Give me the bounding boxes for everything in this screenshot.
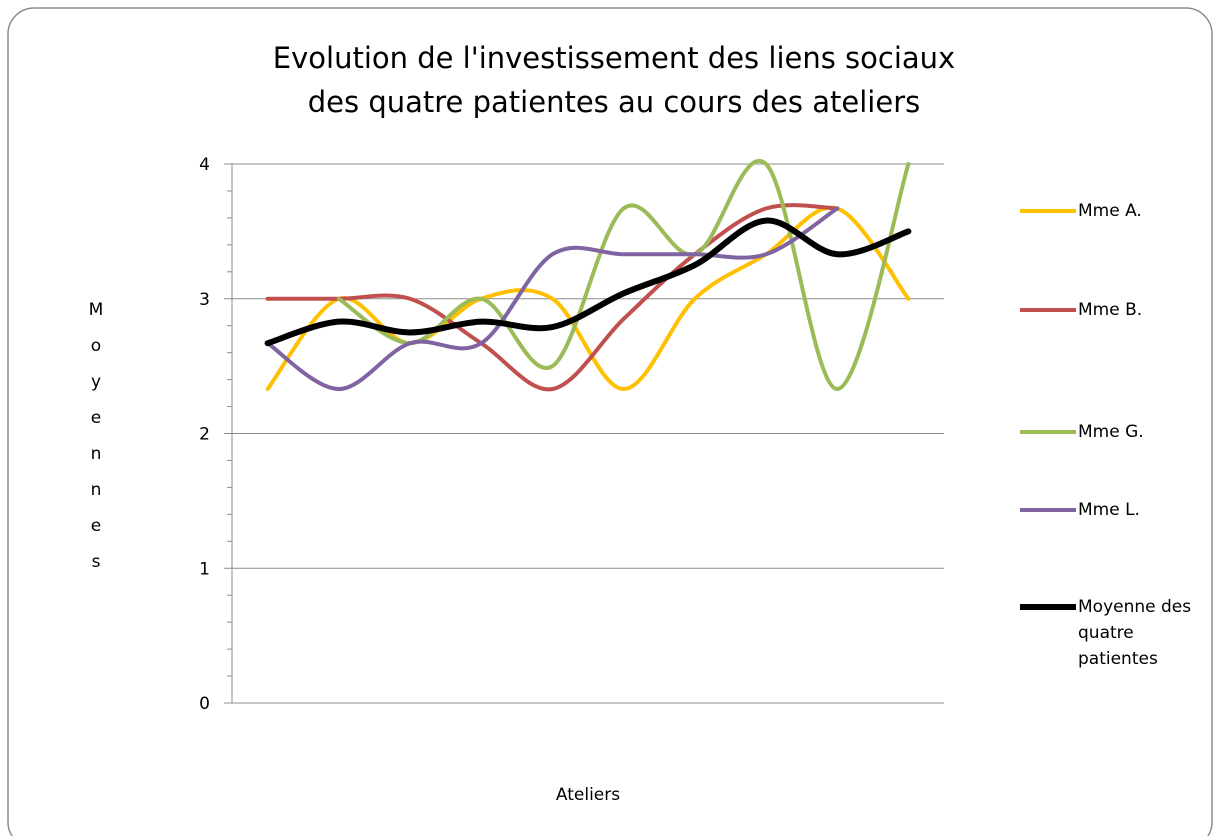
series-line: [265, 203, 840, 392]
y-tick-label: 3: [199, 290, 210, 310]
series-line: [265, 206, 840, 392]
y-tick-label: 1: [199, 559, 210, 579]
y-tick-label: 2: [199, 425, 210, 445]
series-line: [264, 217, 912, 347]
y-tick-label: 4: [199, 155, 210, 175]
legend-label: Mme L.: [1078, 500, 1140, 520]
chart-title: Evolution de l'investissement des liens …: [273, 41, 955, 75]
legend-label: Mme A.: [1078, 201, 1142, 221]
x-axis-label: Ateliers: [556, 785, 620, 805]
legend-label: Mme B.: [1078, 300, 1143, 320]
chart-frame: [7, 7, 1213, 840]
y-tick-label: 0: [199, 694, 210, 714]
chart-title: des quatre patientes au cours des atelie…: [308, 85, 920, 119]
series-line: [265, 205, 911, 392]
series-line: [336, 158, 911, 392]
legend-label: Mme G.: [1078, 422, 1144, 442]
y-axis-label: Moyennes: [86, 300, 106, 588]
legend-label: Moyenne des quatre patientes: [1078, 597, 1192, 669]
